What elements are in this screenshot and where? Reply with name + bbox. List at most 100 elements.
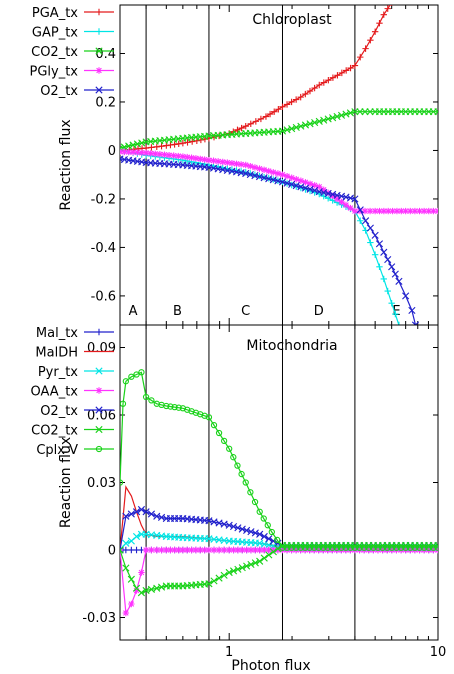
point-pga-tx	[338, 69, 346, 77]
series-line-co2-tx	[120, 544, 438, 594]
point-cplx-v	[356, 544, 363, 551]
point-pgly-tx	[380, 207, 388, 215]
point-oaa-tx	[153, 546, 160, 554]
point-cplx-v	[370, 544, 377, 551]
point-cplx-v	[430, 544, 437, 551]
point-co2-tx	[229, 567, 238, 575]
point-pgly-tx	[311, 182, 318, 189]
point-o2-tx	[388, 263, 396, 271]
series-pgly-tx	[120, 148, 438, 215]
point-co2-tx	[329, 114, 337, 122]
y-tick-label: -0.03	[82, 611, 116, 626]
legend-marker-pga-tx	[95, 8, 103, 16]
legend-label-pyr-tx: Pyr_tx	[38, 365, 78, 380]
point-cplx-v	[163, 402, 170, 410]
point-pgly-tx	[247, 163, 254, 170]
series-line-o2-tx	[120, 158, 417, 325]
point-pga-tx	[266, 110, 274, 118]
point-oaa-tx	[197, 546, 204, 554]
point-cplx-v	[393, 544, 400, 551]
legend-item-o2-tx: O2_tx	[40, 84, 114, 99]
point-pgly-tx	[283, 173, 291, 180]
point-o2-tx	[411, 321, 420, 325]
point-co2-tx	[238, 564, 246, 572]
point-mal-tx	[122, 546, 130, 554]
point-pgly-tx	[356, 207, 364, 215]
point-cplx-v	[171, 403, 178, 411]
point-cplx-v	[205, 414, 213, 421]
point-pgly-tx	[411, 207, 419, 215]
point-pga-tx	[347, 64, 354, 72]
point-pga-tx	[175, 140, 182, 147]
point-pgly-tx	[338, 198, 345, 206]
point-pgly-tx	[430, 207, 437, 215]
point-pgly-tx	[260, 166, 268, 174]
legend-label-mal-tx: Mal_tx	[36, 326, 78, 341]
point-pgly-tx	[192, 155, 200, 162]
point-co2-tx	[210, 577, 218, 585]
point-cplx-v	[421, 544, 428, 551]
point-co2-tx	[220, 571, 228, 579]
point-o2-tx	[366, 224, 374, 232]
point-o2-tx	[351, 195, 359, 203]
point-oaa-tx	[163, 546, 170, 554]
point-pga-tx	[292, 96, 300, 103]
point-oaa-tx	[167, 546, 174, 554]
point-cplx-v	[175, 404, 182, 411]
point-o2-tx	[278, 178, 287, 186]
region-label-c: C	[241, 304, 250, 319]
point-o2-tx	[274, 539, 282, 547]
series-gap-tx	[120, 147, 403, 325]
point-oaa-tx	[148, 546, 155, 554]
point-cplx-v	[273, 536, 281, 544]
point-pgly-tx	[416, 207, 423, 215]
point-o2-tx	[361, 217, 370, 225]
series-co2-tx	[120, 108, 438, 152]
x-tick-label: 1	[225, 645, 233, 660]
point-cplx-v	[301, 544, 309, 551]
point-oaa-tx	[122, 609, 130, 617]
point-cplx-v	[320, 544, 327, 551]
point-pga-tx	[262, 113, 270, 120]
point-pga-tx	[306, 87, 314, 95]
point-oaa-tx	[133, 587, 140, 594]
point-pyr-tx	[122, 539, 130, 547]
point-o2-tx	[311, 186, 319, 195]
point-o2-tx	[243, 526, 251, 534]
point-pga-tx	[234, 126, 241, 134]
point-co2-tx	[301, 121, 310, 129]
point-cplx-v	[215, 429, 223, 437]
point-pgly-tx	[274, 170, 282, 177]
point-oaa-tx	[188, 546, 195, 554]
point-o2-tx	[297, 183, 305, 191]
point-pgly-tx	[201, 156, 208, 163]
point-gap-tx	[367, 239, 374, 246]
legend-marker-o2-tx	[95, 406, 103, 414]
point-co2-tx	[125, 142, 133, 150]
point-cplx-v	[234, 462, 241, 469]
point-cplx-v	[256, 508, 263, 515]
point-co2-tx	[288, 125, 296, 133]
region-label-e: E	[392, 304, 400, 319]
point-pgly-tx	[224, 159, 231, 166]
point-pgly-tx	[347, 204, 354, 212]
point-o2-tx	[132, 508, 141, 516]
point-pgly-tx	[179, 153, 187, 160]
point-pgly-tx	[329, 192, 336, 200]
point-co2-tx	[129, 141, 137, 149]
legend-marker-pyr-tx	[95, 367, 103, 375]
point-o2-tx	[247, 528, 255, 536]
point-pgly-tx	[288, 174, 295, 181]
point-pga-tx	[316, 81, 323, 89]
point-oaa-tx	[220, 546, 228, 554]
point-pgly-tx	[161, 151, 168, 158]
point-pga-tx	[153, 143, 160, 151]
point-cplx-v	[315, 544, 322, 551]
point-oaa-tx	[270, 546, 277, 554]
point-o2-tx	[288, 180, 296, 188]
point-o2-tx	[234, 524, 242, 532]
point-co2-tx	[260, 554, 268, 562]
point-co2-tx	[342, 110, 350, 118]
point-pgly-tx	[175, 152, 182, 160]
